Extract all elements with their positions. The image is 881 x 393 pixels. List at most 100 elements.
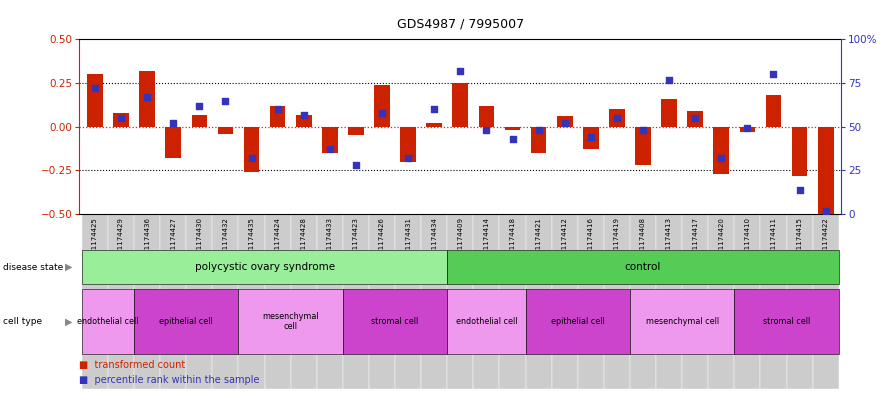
Bar <box>322 127 337 153</box>
Bar <box>766 95 781 127</box>
Bar <box>530 127 546 153</box>
Bar <box>426 123 442 127</box>
Bar <box>448 214 473 389</box>
Bar <box>421 214 448 389</box>
Point <box>114 115 128 121</box>
Bar <box>792 127 807 176</box>
Bar <box>760 214 787 389</box>
Bar <box>374 85 390 127</box>
Point <box>818 208 833 214</box>
Bar <box>739 127 755 132</box>
Text: mesenchymal cell: mesenchymal cell <box>646 317 719 326</box>
Point <box>610 115 624 121</box>
Bar <box>108 214 134 389</box>
Text: cell type: cell type <box>3 317 41 326</box>
Text: epithelial cell: epithelial cell <box>551 317 604 326</box>
Bar <box>369 214 395 389</box>
Bar <box>578 214 603 389</box>
Bar <box>818 127 833 214</box>
Point <box>688 115 702 121</box>
Text: ■  transformed count: ■ transformed count <box>79 360 186 370</box>
Bar <box>714 127 729 174</box>
Bar <box>656 214 682 389</box>
Bar <box>609 109 625 127</box>
Bar <box>505 127 521 130</box>
Bar <box>787 214 812 389</box>
Point <box>714 155 729 162</box>
Point <box>401 155 415 162</box>
Bar <box>239 214 264 389</box>
Bar <box>270 106 285 127</box>
Bar <box>708 214 735 389</box>
Point <box>453 68 467 74</box>
Bar <box>191 114 207 127</box>
Bar <box>317 214 343 389</box>
Text: mesenchymal
cell: mesenchymal cell <box>263 312 319 331</box>
Bar <box>395 214 421 389</box>
Bar <box>812 214 839 389</box>
Point <box>479 127 493 133</box>
Text: ▶: ▶ <box>64 262 72 272</box>
Point <box>531 127 545 133</box>
Text: ■  percentile rank within the sample: ■ percentile rank within the sample <box>79 375 260 385</box>
Text: polycystic ovary syndrome: polycystic ovary syndrome <box>195 262 335 272</box>
Point <box>88 85 102 92</box>
Point <box>245 155 259 162</box>
Bar <box>348 127 364 136</box>
Bar <box>139 71 155 127</box>
Bar <box>400 127 416 162</box>
Point <box>584 134 598 140</box>
Bar <box>264 214 291 389</box>
Point <box>636 127 650 133</box>
Bar <box>662 99 677 127</box>
Point <box>349 162 363 168</box>
Point <box>375 110 389 116</box>
Bar <box>500 214 526 389</box>
Text: endothelial cell: endothelial cell <box>455 317 517 326</box>
Bar <box>212 214 239 389</box>
Point <box>506 136 520 142</box>
Point <box>297 111 311 118</box>
Text: GDS4987 / 7995007: GDS4987 / 7995007 <box>396 18 524 31</box>
Bar <box>687 111 703 127</box>
Bar <box>735 214 760 389</box>
Point <box>270 106 285 112</box>
Bar <box>526 214 552 389</box>
Bar <box>453 83 468 127</box>
Point <box>427 106 441 112</box>
Text: stromal cell: stromal cell <box>763 317 811 326</box>
Text: ▶: ▶ <box>64 316 72 326</box>
Text: disease state: disease state <box>3 263 63 272</box>
Bar <box>87 74 103 127</box>
Bar <box>473 214 500 389</box>
Point <box>793 187 807 193</box>
Bar <box>478 106 494 127</box>
Bar <box>557 116 573 127</box>
Point <box>218 97 233 104</box>
Bar <box>583 127 599 149</box>
Text: endothelial cell: endothelial cell <box>78 317 138 326</box>
Bar <box>114 113 129 127</box>
Bar <box>635 127 651 165</box>
Point <box>192 103 206 109</box>
Point <box>322 146 337 152</box>
Bar <box>166 127 181 158</box>
Point <box>167 120 181 127</box>
Text: epithelial cell: epithelial cell <box>159 317 213 326</box>
Point <box>662 76 676 83</box>
Bar <box>682 214 708 389</box>
Bar <box>552 214 578 389</box>
Point <box>740 125 754 132</box>
Point <box>558 120 572 127</box>
Bar <box>603 214 630 389</box>
Bar <box>160 214 186 389</box>
Bar <box>296 114 312 127</box>
Bar <box>244 127 259 172</box>
Bar <box>218 127 233 134</box>
Bar <box>343 214 369 389</box>
Bar <box>134 214 160 389</box>
Bar <box>82 214 108 389</box>
Bar <box>630 214 656 389</box>
Text: control: control <box>625 262 662 272</box>
Bar <box>291 214 317 389</box>
